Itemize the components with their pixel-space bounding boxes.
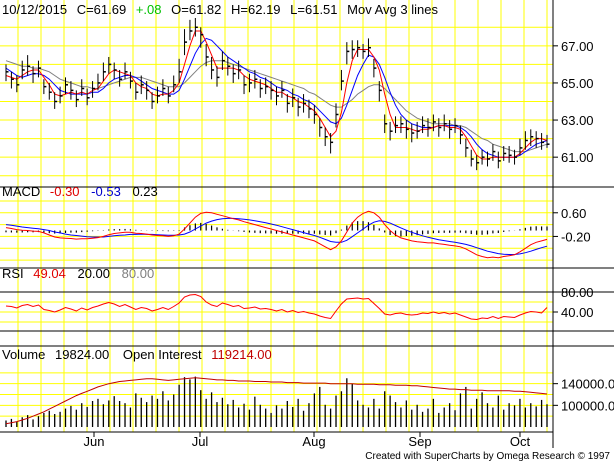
macd-y-tick-label: 0.60 xyxy=(561,206,586,221)
macd-signal-value: -0.53 xyxy=(91,184,121,199)
volume-y-tick-label: 100000.00 xyxy=(561,398,614,413)
macd-line xyxy=(5,210,548,259)
macd-value: -0.30 xyxy=(50,184,80,199)
price-y-tick-label: 65.00 xyxy=(561,76,594,91)
header-low: L=61.51 xyxy=(290,2,337,17)
price-y-tick-label: 67.00 xyxy=(561,39,594,54)
macd-label: MACD xyxy=(2,184,40,199)
x-tick-label: Aug xyxy=(302,434,325,449)
rsi-high: 80.00 xyxy=(122,266,155,281)
rsi-header: RSI 49.04 20.00 80.00 xyxy=(2,266,154,281)
x-tick-label: Oct xyxy=(510,434,531,449)
macd-header: MACD -0.30 -0.53 0.23 xyxy=(2,184,158,199)
rsi-value: 49.04 xyxy=(33,266,66,281)
footer-credit: Created with SuperCharts by Omega Resear… xyxy=(365,451,610,462)
rsi-panel xyxy=(5,293,548,321)
rsi-low: 20.00 xyxy=(77,266,110,281)
header-open: O=61.82 xyxy=(171,2,221,17)
header-date: 10/12/2015 xyxy=(2,2,67,17)
rsi-y-tick-label: 40.00 xyxy=(561,305,594,320)
price-y-tick-label: 61.00 xyxy=(561,150,594,165)
macd-hist-value: 0.23 xyxy=(132,184,157,199)
volume-label: Volume xyxy=(2,347,45,362)
rsi-line xyxy=(5,293,548,321)
x-tick-label: Sep xyxy=(408,434,431,449)
oi-value: 119214.00 xyxy=(211,347,272,362)
macd-signal-line xyxy=(5,217,548,255)
rsi-y-tick-label: 80.00 xyxy=(561,285,594,300)
price-header: 10/12/2015 C=61.69 +.08 O=61.82 H=62.19 … xyxy=(2,2,438,17)
macd-y-tick-label: -0.20 xyxy=(561,229,591,244)
header-study: Mov Avg 3 lines xyxy=(347,2,438,17)
grid xyxy=(0,0,614,448)
header-high: H=62.19 xyxy=(231,2,281,17)
price-panel xyxy=(5,18,550,171)
oi-label: Open Interest xyxy=(123,347,202,362)
axes: 67.00 65.00 63.00 61.00 0.60 -0.20 80.00 40.00 1… xyxy=(84,39,614,449)
x-tick-label: Jul xyxy=(192,434,209,449)
volume-header: Volume 19824.00 Open Interest 119214.00 xyxy=(2,347,272,362)
volume-y-tick-label: 140000.00 xyxy=(561,377,614,392)
volume-value: 19824.00 xyxy=(55,347,109,362)
header-change: +.08 xyxy=(136,2,162,17)
rsi-label: RSI xyxy=(2,266,24,281)
macd-panel xyxy=(5,210,548,259)
volume-panel xyxy=(5,376,548,427)
x-tick-label: Jun xyxy=(84,434,105,449)
open-interest-line xyxy=(5,377,548,425)
header-close: C=61.69 xyxy=(77,2,127,17)
price-y-tick-label: 63.00 xyxy=(561,113,594,128)
